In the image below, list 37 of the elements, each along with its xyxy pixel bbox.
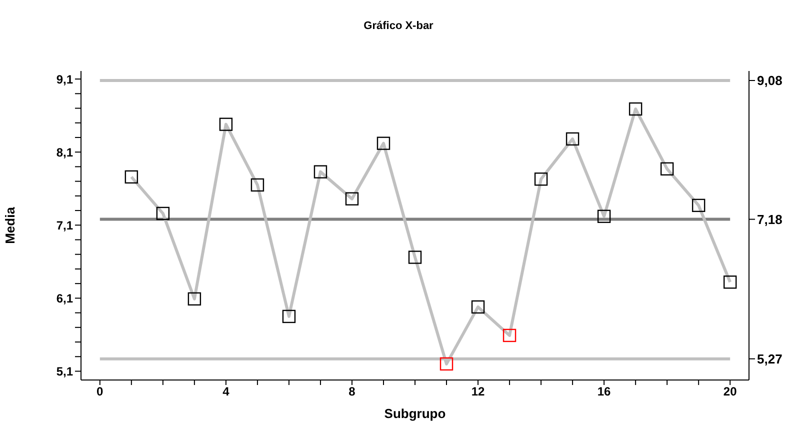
point [660, 162, 674, 176]
point [188, 292, 202, 306]
point [314, 165, 328, 178]
point [597, 210, 611, 223]
point [124, 170, 138, 184]
y-axis-title: Media [2, 206, 18, 244]
point [534, 172, 548, 186]
y-tick-label: 9,1 [56, 72, 74, 86]
point [502, 328, 516, 342]
point [628, 102, 642, 116]
y2-tick-label: 7,18 [757, 212, 782, 227]
point [376, 136, 390, 150]
point [566, 132, 580, 146]
y-tick-label: 6,1 [56, 291, 74, 306]
point [692, 198, 706, 212]
x-tick-label: 8 [348, 384, 356, 399]
point [723, 276, 737, 289]
x-tick-label: 4 [222, 384, 230, 399]
point [219, 118, 233, 131]
point [471, 300, 485, 314]
x-tick-label: 16 [597, 384, 612, 399]
y-tick-label: 8,1 [56, 145, 74, 160]
point [282, 310, 296, 324]
point [250, 178, 264, 192]
x-tick-label: 0 [96, 384, 104, 399]
y-tick-label: 5,1 [56, 364, 74, 378]
x-axis-title: Subgrupo [384, 406, 446, 421]
x-tick-label: 20 [723, 384, 738, 399]
y-tick-label: 7,1 [56, 218, 74, 232]
x-tick-label: 12 [471, 384, 486, 399]
point [440, 357, 454, 371]
point [345, 192, 359, 206]
point [156, 206, 170, 220]
point [408, 250, 422, 264]
chart-title: Gráfico X-bar [362, 20, 434, 32]
y2-tick-label: 9,08 [757, 73, 782, 88]
y2-tick-label: 5,27 [757, 351, 782, 366]
